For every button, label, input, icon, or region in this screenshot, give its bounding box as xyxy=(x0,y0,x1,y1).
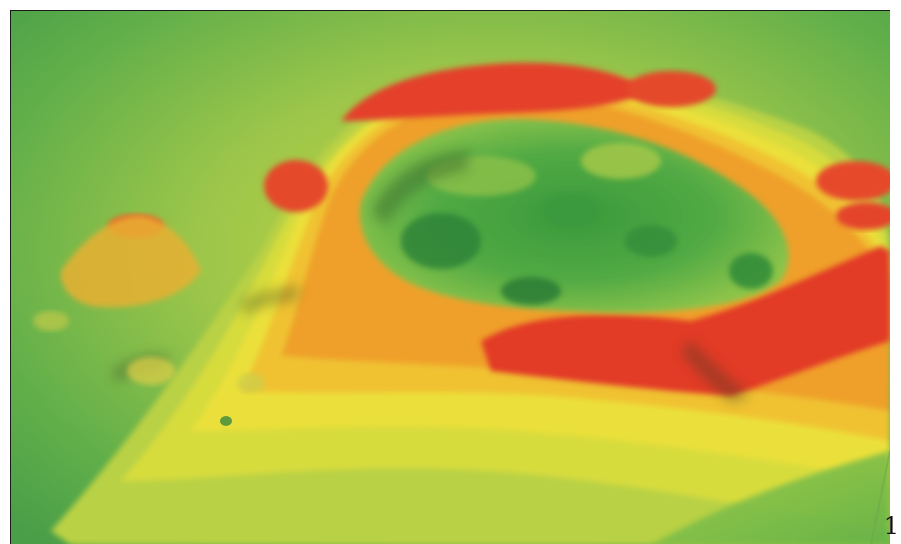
terrain-3d-relief-image xyxy=(10,10,890,544)
lower-right-plateau xyxy=(652,451,890,544)
rim-crest-north xyxy=(341,62,651,121)
rim-crest-south xyxy=(481,246,890,396)
crater-floor-pits xyxy=(401,143,773,305)
figure-number-label: 1 xyxy=(883,512,899,540)
left-mound xyxy=(60,216,201,308)
